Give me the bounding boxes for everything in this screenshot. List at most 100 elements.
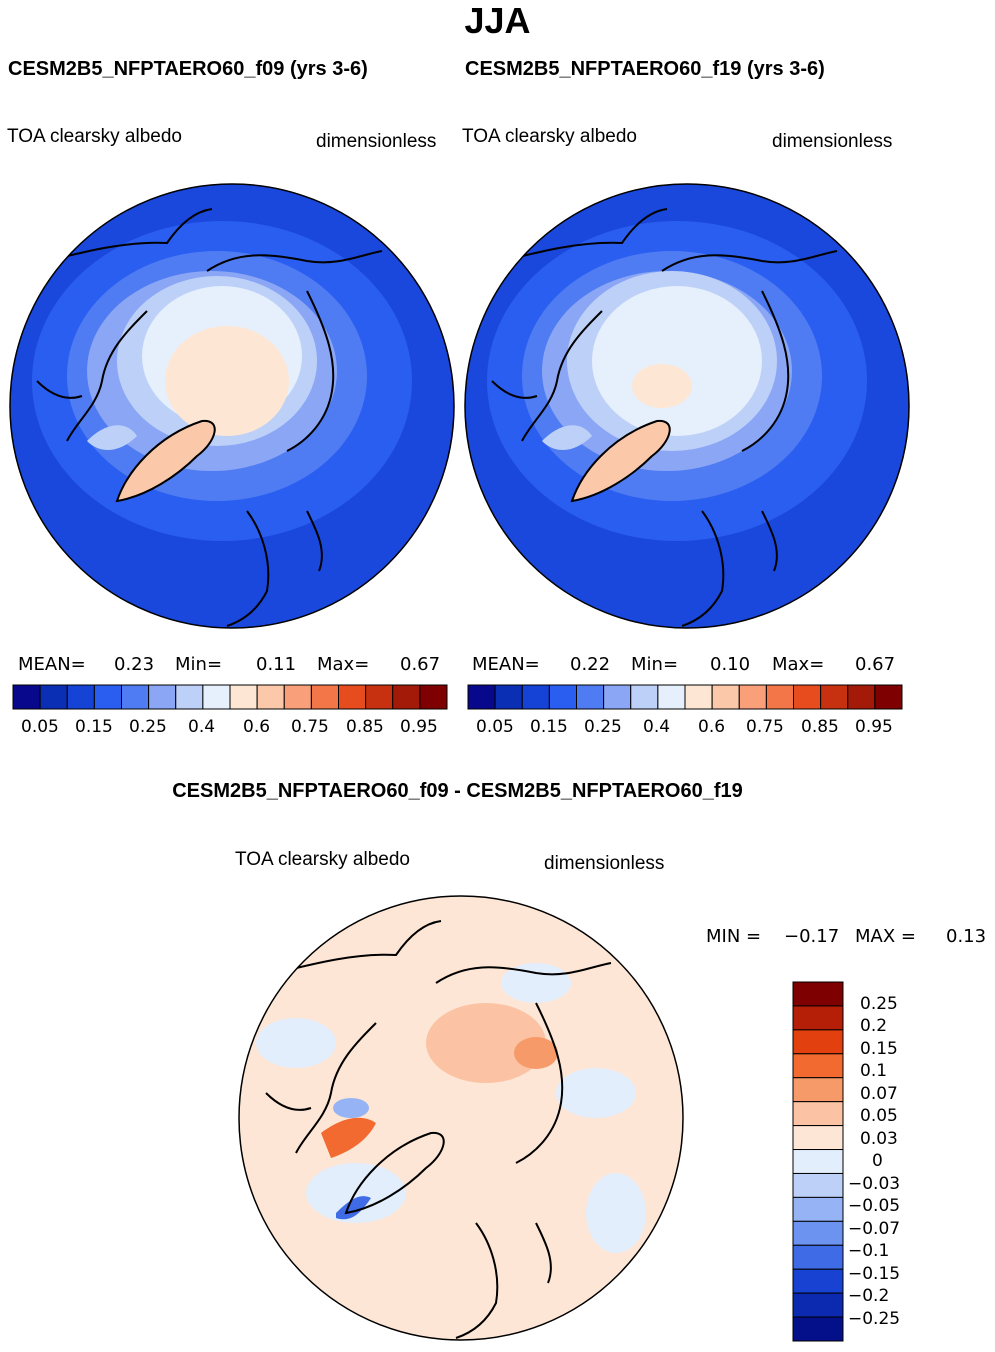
colorbar-swatch [521,684,550,710]
colorbar-swatch [365,684,394,710]
panel2-min-value: 0.10 [710,654,751,675]
colorbar-swatch [792,1196,844,1222]
panel2-title: CESM2B5_NFPTAERO60_f19 (yrs 3-6) [465,58,825,80]
colorbar-swatch [792,1053,844,1079]
colorbar-swatch [792,981,844,1007]
colorbar-swatch [847,684,876,710]
diff-tick: 0.25 [860,994,898,1014]
panel1-min-label: Min= [175,654,223,675]
diff-tick: 0.15 [860,1039,898,1059]
panel1-variable: TOA clearsky albedo [7,126,182,147]
colorbar-swatch [792,1005,844,1031]
panel2-units: dimensionless [772,131,893,152]
diff-tick: −0.25 [848,1309,901,1329]
panel1-min-value: 0.11 [256,654,297,675]
diff-polar-map [238,895,684,1341]
colorbar-swatch [792,1125,844,1151]
colorbar-swatch [792,1029,844,1055]
cb1-tick: 0.4 [188,717,216,737]
colorbar-swatch [148,684,177,710]
cb2-tick: 0.4 [643,717,671,737]
diff-min-value: −0.17 [784,926,840,947]
colorbar-swatch [657,684,686,710]
cb1-tick: 0.95 [400,717,438,737]
cb1-tick: 0.05 [21,717,59,737]
panel1-polar-map [9,183,455,629]
panel2-mean-value: 0.22 [570,654,611,675]
season-title: JJA [464,0,531,41]
colorbar-swatch [419,684,448,710]
colorbar-swatch [792,1316,844,1342]
diff-colorbar [792,981,844,1342]
colorbar-swatch [576,684,605,710]
panel1-mean-value: 0.23 [114,654,155,675]
colorbar-swatch [229,684,258,710]
cb2-tick: 0.95 [855,717,893,737]
colorbar-swatch [283,684,312,710]
colorbar-swatch [392,684,421,710]
cb1-tick: 0.75 [291,717,329,737]
diff-tick: 0.07 [860,1084,898,1104]
cb1-tick: 0.15 [75,717,113,737]
panel2-colorbar [467,684,903,710]
cb2-tick: 0.25 [584,717,622,737]
diff-variable: TOA clearsky albedo [235,849,410,870]
diff-tick: 0.1 [860,1061,888,1081]
colorbar-swatch [256,684,285,710]
colorbar-swatch [792,1172,844,1198]
diff-tick: −0.05 [848,1196,901,1216]
cb1-tick: 0.85 [346,717,384,737]
cb2-tick: 0.75 [746,717,784,737]
colorbar-swatch [603,684,632,710]
colorbar-swatch [338,684,367,710]
colorbar-swatch [175,684,204,710]
colorbar-swatch [792,1077,844,1103]
diff-min-label: MIN = [706,926,762,947]
colorbar-swatch [793,684,822,710]
panel1-colorbar [12,684,448,710]
panel2-max-label: Max= [772,654,825,675]
colorbar-swatch [820,684,849,710]
diff-title: CESM2B5_NFPTAERO60_f09 - CESM2B5_NFPTAER… [172,780,743,802]
diff-tick: −0.2 [848,1286,890,1306]
colorbar-swatch [630,684,659,710]
colorbar-swatch [12,684,41,710]
cb2-tick: 0.85 [801,717,839,737]
panel1-max-label: Max= [317,654,370,675]
panel1-title: CESM2B5_NFPTAERO60_f09 (yrs 3-6) [8,58,368,80]
diff-max-label: MAX = [855,926,916,947]
colorbar-swatch [121,684,150,710]
colorbar-swatch [548,684,577,710]
cb1-tick: 0.6 [243,717,271,737]
diff-tick: 0 [872,1151,883,1171]
panel2-max-value: 0.67 [855,654,896,675]
panel1-mean-label: MEAN= [18,654,86,675]
diff-tick: −0.07 [848,1219,901,1239]
colorbar-swatch [792,1268,844,1294]
diff-tick: 0.2 [860,1016,888,1036]
panel2-variable: TOA clearsky albedo [462,126,637,147]
colorbar-swatch [765,684,794,710]
colorbar-swatch [39,684,68,710]
panel2-polar-map [464,183,910,629]
colorbar-swatch [792,1101,844,1127]
cb2-tick: 0.15 [530,717,568,737]
colorbar-swatch [874,684,903,710]
panel2-min-label: Min= [631,654,679,675]
diff-tick: −0.15 [848,1264,901,1284]
diff-units: dimensionless [544,853,665,874]
colorbar-swatch [792,1149,844,1174]
colorbar-swatch [684,684,713,710]
diff-tick: −0.03 [848,1174,901,1194]
diff-tick: 0.05 [860,1106,898,1126]
colorbar-swatch [494,684,523,710]
panel1-max-value: 0.67 [400,654,441,675]
diff-tick: −0.1 [848,1241,890,1261]
colorbar-swatch [66,684,95,710]
diff-tick: 0.03 [860,1129,898,1149]
cb1-tick: 0.25 [129,717,167,737]
panel2-mean-label: MEAN= [472,654,540,675]
cb2-tick: 0.05 [476,717,514,737]
colorbar-swatch [202,684,231,710]
colorbar-swatch [792,1292,844,1318]
